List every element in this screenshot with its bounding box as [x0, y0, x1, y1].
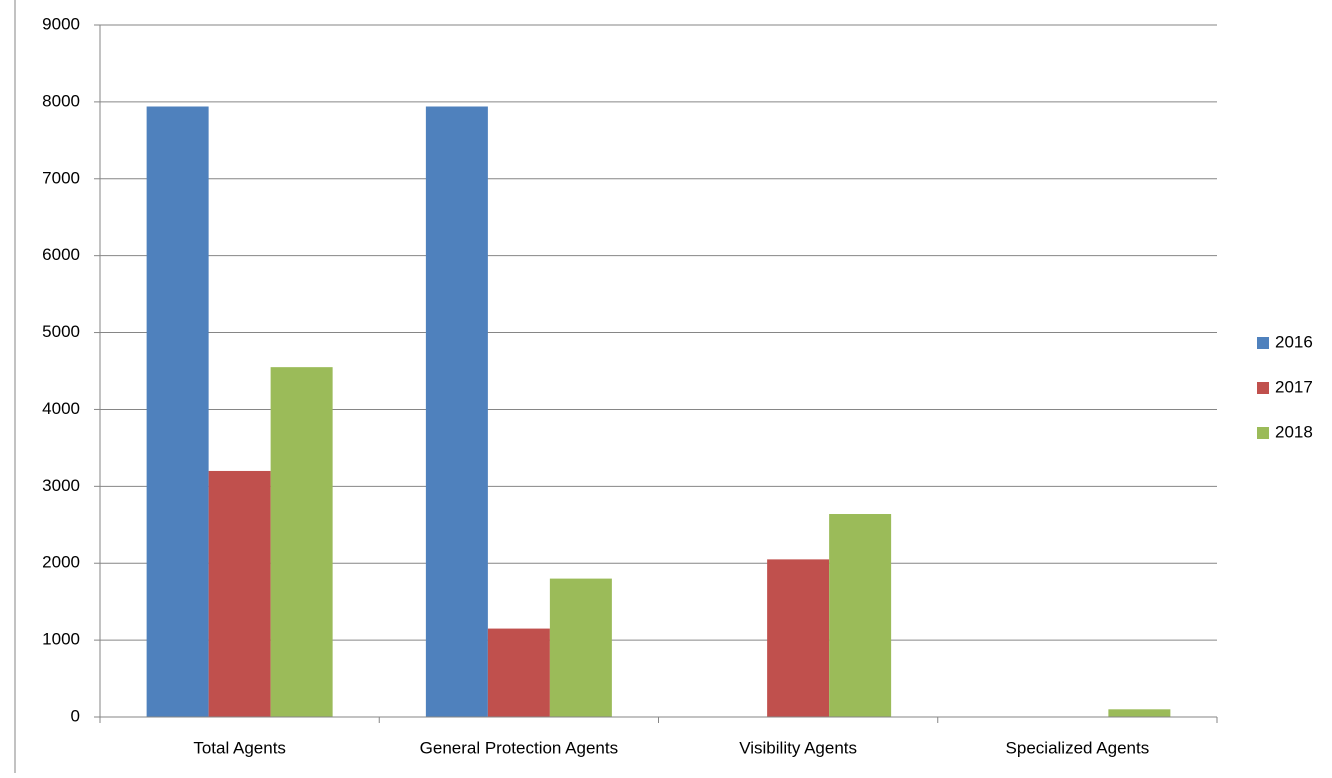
y-tick-label: 1000 — [42, 630, 80, 649]
y-tick-label: 0 — [71, 706, 80, 725]
x-tick-label: Specialized Agents — [1006, 738, 1150, 757]
x-tick-label: Visibility Agents — [739, 738, 857, 757]
bar — [270, 367, 333, 717]
legend-swatch — [1257, 382, 1269, 394]
y-tick-label: 7000 — [42, 168, 80, 187]
bar — [549, 578, 612, 717]
y-tick-label: 8000 — [42, 91, 80, 110]
bar — [1108, 709, 1171, 717]
legend-swatch — [1257, 337, 1269, 349]
y-tick-label: 3000 — [42, 476, 80, 495]
bar — [425, 106, 488, 718]
legend-label: 2017 — [1275, 377, 1313, 396]
y-tick-label: 6000 — [42, 245, 80, 264]
x-tick-label: General Protection Agents — [420, 738, 618, 757]
y-tick-label: 5000 — [42, 322, 80, 341]
bar — [487, 628, 550, 717]
bar — [767, 559, 830, 717]
legend-label: 2016 — [1275, 332, 1313, 351]
x-tick-label: Total Agents — [193, 738, 286, 757]
y-tick-label: 9000 — [42, 14, 80, 33]
y-tick-label: 4000 — [42, 399, 80, 418]
bar — [829, 514, 892, 717]
y-tick-label: 2000 — [42, 553, 80, 572]
legend-label: 2018 — [1275, 422, 1313, 441]
bar — [146, 106, 209, 718]
bar — [208, 470, 271, 717]
legend-swatch — [1257, 427, 1269, 439]
